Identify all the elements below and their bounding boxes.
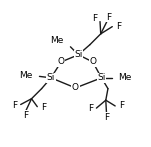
Text: O: O — [89, 57, 96, 66]
Text: F: F — [23, 111, 28, 120]
Text: F: F — [116, 22, 121, 31]
Text: Si: Si — [47, 73, 55, 82]
Text: Si: Si — [74, 50, 83, 59]
Text: O: O — [72, 83, 79, 92]
Text: F: F — [119, 101, 124, 110]
Text: Si: Si — [97, 73, 106, 82]
Text: F: F — [41, 103, 46, 112]
Text: F: F — [106, 13, 111, 22]
Text: F: F — [88, 104, 93, 113]
Text: F: F — [12, 101, 17, 110]
Text: F: F — [92, 14, 97, 23]
Text: Me: Me — [118, 73, 131, 82]
Text: O: O — [58, 57, 65, 66]
Text: Me: Me — [51, 36, 64, 45]
Text: F: F — [104, 113, 109, 122]
Text: Me: Me — [20, 71, 33, 80]
